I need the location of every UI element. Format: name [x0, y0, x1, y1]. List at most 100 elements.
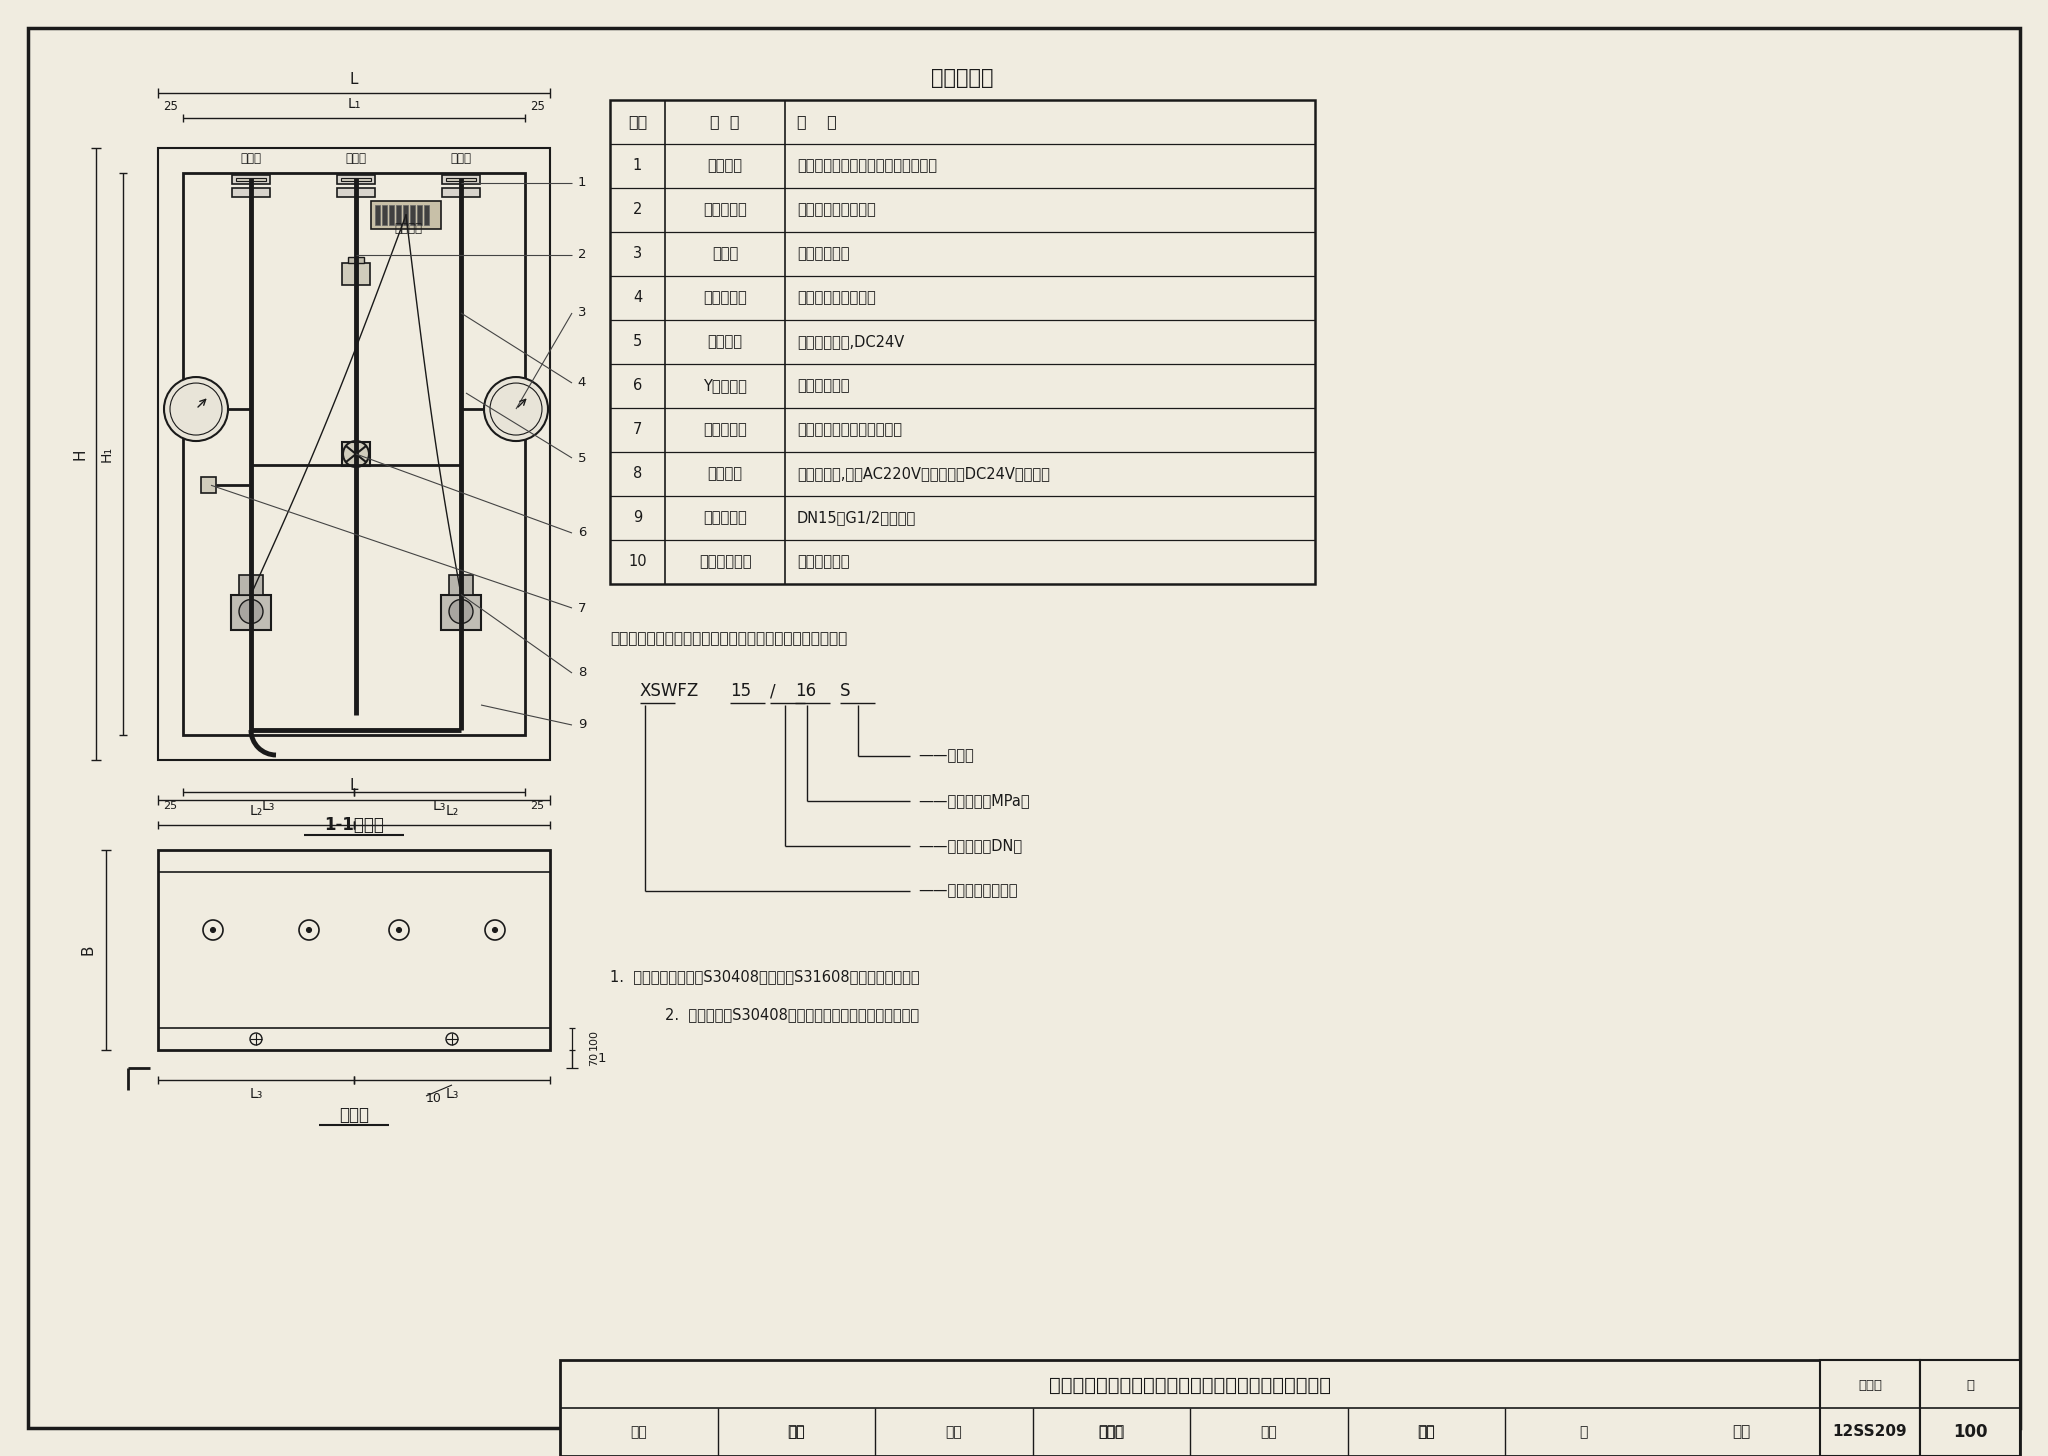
- Text: 供系统测试时使用（常闭）: 供系统测试时使用（常闭）: [797, 422, 901, 437]
- Text: 页: 页: [1579, 1425, 1587, 1439]
- Text: 1-1剖视图: 1-1剖视图: [324, 815, 383, 834]
- Text: B: B: [80, 945, 96, 955]
- Text: 反馈压力信号,DC24V: 反馈压力信号,DC24V: [797, 335, 905, 349]
- Text: 25: 25: [530, 801, 545, 811]
- Text: S: S: [840, 681, 850, 700]
- Text: 9: 9: [578, 718, 586, 731]
- Bar: [375, 205, 381, 226]
- Bar: [348, 258, 365, 264]
- Text: 压力开关: 压力开关: [707, 335, 743, 349]
- Text: 电动球阀: 电动球阀: [707, 466, 743, 482]
- Text: L: L: [350, 71, 358, 86]
- Text: 12SS209: 12SS209: [1833, 1424, 1907, 1440]
- Text: 70: 70: [590, 1051, 598, 1066]
- Text: 全杰: 全杰: [1733, 1424, 1751, 1440]
- Text: 4: 4: [633, 291, 643, 306]
- Text: 排水管接口: 排水管接口: [702, 511, 748, 526]
- Text: 1.  阀体及管件材质为S30408不锈钢或S31608不锈钢两种可选。: 1. 阀体及管件材质为S30408不锈钢或S31608不锈钢两种可选。: [610, 970, 920, 984]
- Text: 审核: 审核: [631, 1425, 647, 1439]
- Text: 泄放试验阀: 泄放试验阀: [702, 422, 748, 437]
- Text: 7: 7: [578, 601, 586, 614]
- Bar: [395, 205, 401, 226]
- Text: 用    途: 用 途: [797, 115, 838, 130]
- Bar: [338, 175, 375, 183]
- Text: ——公称尺寸（DN）: ——公称尺寸（DN）: [918, 839, 1022, 853]
- Text: 接线端子: 接线端子: [395, 221, 422, 234]
- Text: L₂: L₂: [250, 804, 262, 818]
- Text: 开式系统、闭式预作用系统分区控制双阀箱组件布置图: 开式系统、闭式预作用系统分区控制双阀箱组件布置图: [1049, 1376, 1331, 1395]
- Bar: [383, 205, 387, 226]
- Circle shape: [492, 927, 498, 932]
- Bar: [158, 850, 551, 1050]
- Text: 校对: 校对: [946, 1425, 963, 1439]
- Bar: [231, 175, 270, 183]
- Text: 25: 25: [164, 99, 178, 112]
- Text: 出口控制阀: 出口控制阀: [702, 291, 748, 306]
- Text: DN15，G1/2螺纹连接: DN15，G1/2螺纹连接: [797, 511, 915, 526]
- Bar: [559, 1360, 2019, 1456]
- Bar: [231, 594, 270, 629]
- Text: 25: 25: [530, 99, 545, 112]
- Text: 接管法兰: 接管法兰: [707, 159, 743, 173]
- Bar: [389, 205, 393, 226]
- Text: 主要部件表: 主要部件表: [932, 68, 993, 87]
- Bar: [342, 178, 371, 181]
- Text: 连接进、出水管，采用对焊法兰连接: 连接进、出水管，采用对焊法兰连接: [797, 159, 938, 173]
- Text: 6: 6: [633, 379, 643, 393]
- Text: 系统控制阀（常开）: 系统控制阀（常开）: [797, 291, 877, 306]
- Bar: [403, 205, 408, 226]
- Text: 压力表: 压力表: [713, 246, 737, 262]
- Text: 分区控制阀,电源AC220V，控制信号DC24V（常闭）: 分区控制阀,电源AC220V，控制信号DC24V（常闭）: [797, 466, 1051, 482]
- Text: H: H: [72, 448, 88, 460]
- Bar: [201, 478, 215, 494]
- Text: 出水口: 出水口: [451, 151, 471, 165]
- Text: 3: 3: [633, 246, 643, 262]
- Bar: [410, 205, 416, 226]
- Bar: [446, 178, 475, 181]
- Text: ——公称压力（MPa）: ——公称压力（MPa）: [918, 794, 1030, 808]
- Text: 页: 页: [1966, 1379, 1974, 1392]
- Bar: [1921, 1360, 2019, 1456]
- Circle shape: [164, 377, 227, 441]
- Text: 5: 5: [578, 451, 586, 464]
- Text: 15: 15: [729, 681, 752, 700]
- Text: 过滤水中杂质: 过滤水中杂质: [797, 379, 850, 393]
- Circle shape: [240, 600, 262, 623]
- Bar: [158, 149, 551, 760]
- Text: 1: 1: [633, 159, 643, 173]
- Text: 4: 4: [578, 377, 586, 390]
- Text: 箱底板预留孔: 箱底板预留孔: [698, 555, 752, 569]
- Text: ——细水雾分区控制阀: ——细水雾分区控制阀: [918, 884, 1018, 898]
- Text: L₃: L₃: [432, 799, 446, 812]
- Text: 1: 1: [578, 176, 586, 189]
- Text: 宋伟平: 宋伟平: [1098, 1425, 1124, 1439]
- Text: 8: 8: [633, 466, 643, 482]
- Bar: [442, 188, 479, 197]
- Text: 3: 3: [578, 307, 586, 319]
- Text: 全杰: 全杰: [1417, 1425, 1436, 1439]
- Text: 穿试验排水管: 穿试验排水管: [797, 555, 850, 569]
- Text: 进水口: 进水口: [346, 151, 367, 165]
- Bar: [440, 594, 481, 629]
- Bar: [371, 201, 440, 229]
- Circle shape: [307, 927, 311, 932]
- Text: 10: 10: [426, 1092, 442, 1105]
- Text: 开式系统、闭式预作用系统分区控制双阀箱型号意义示例：: 开式系统、闭式预作用系统分区控制双阀箱型号意义示例：: [610, 632, 848, 646]
- Bar: [442, 175, 479, 183]
- Bar: [240, 575, 262, 594]
- Text: H₁: H₁: [100, 446, 115, 462]
- Text: XSWFZ: XSWFZ: [639, 681, 698, 700]
- Text: L₂: L₂: [444, 804, 459, 818]
- Circle shape: [483, 377, 549, 441]
- Text: 25: 25: [164, 801, 178, 811]
- Circle shape: [397, 927, 401, 932]
- Bar: [182, 173, 524, 735]
- Text: 平面图: 平面图: [340, 1107, 369, 1124]
- Text: 7: 7: [633, 422, 643, 437]
- Text: L₃: L₃: [444, 1088, 459, 1101]
- Text: 5: 5: [633, 335, 643, 349]
- Text: 名  称: 名 称: [711, 115, 739, 130]
- Bar: [342, 264, 371, 285]
- Text: 陈涛: 陈涛: [788, 1425, 805, 1439]
- Text: 9: 9: [633, 511, 643, 526]
